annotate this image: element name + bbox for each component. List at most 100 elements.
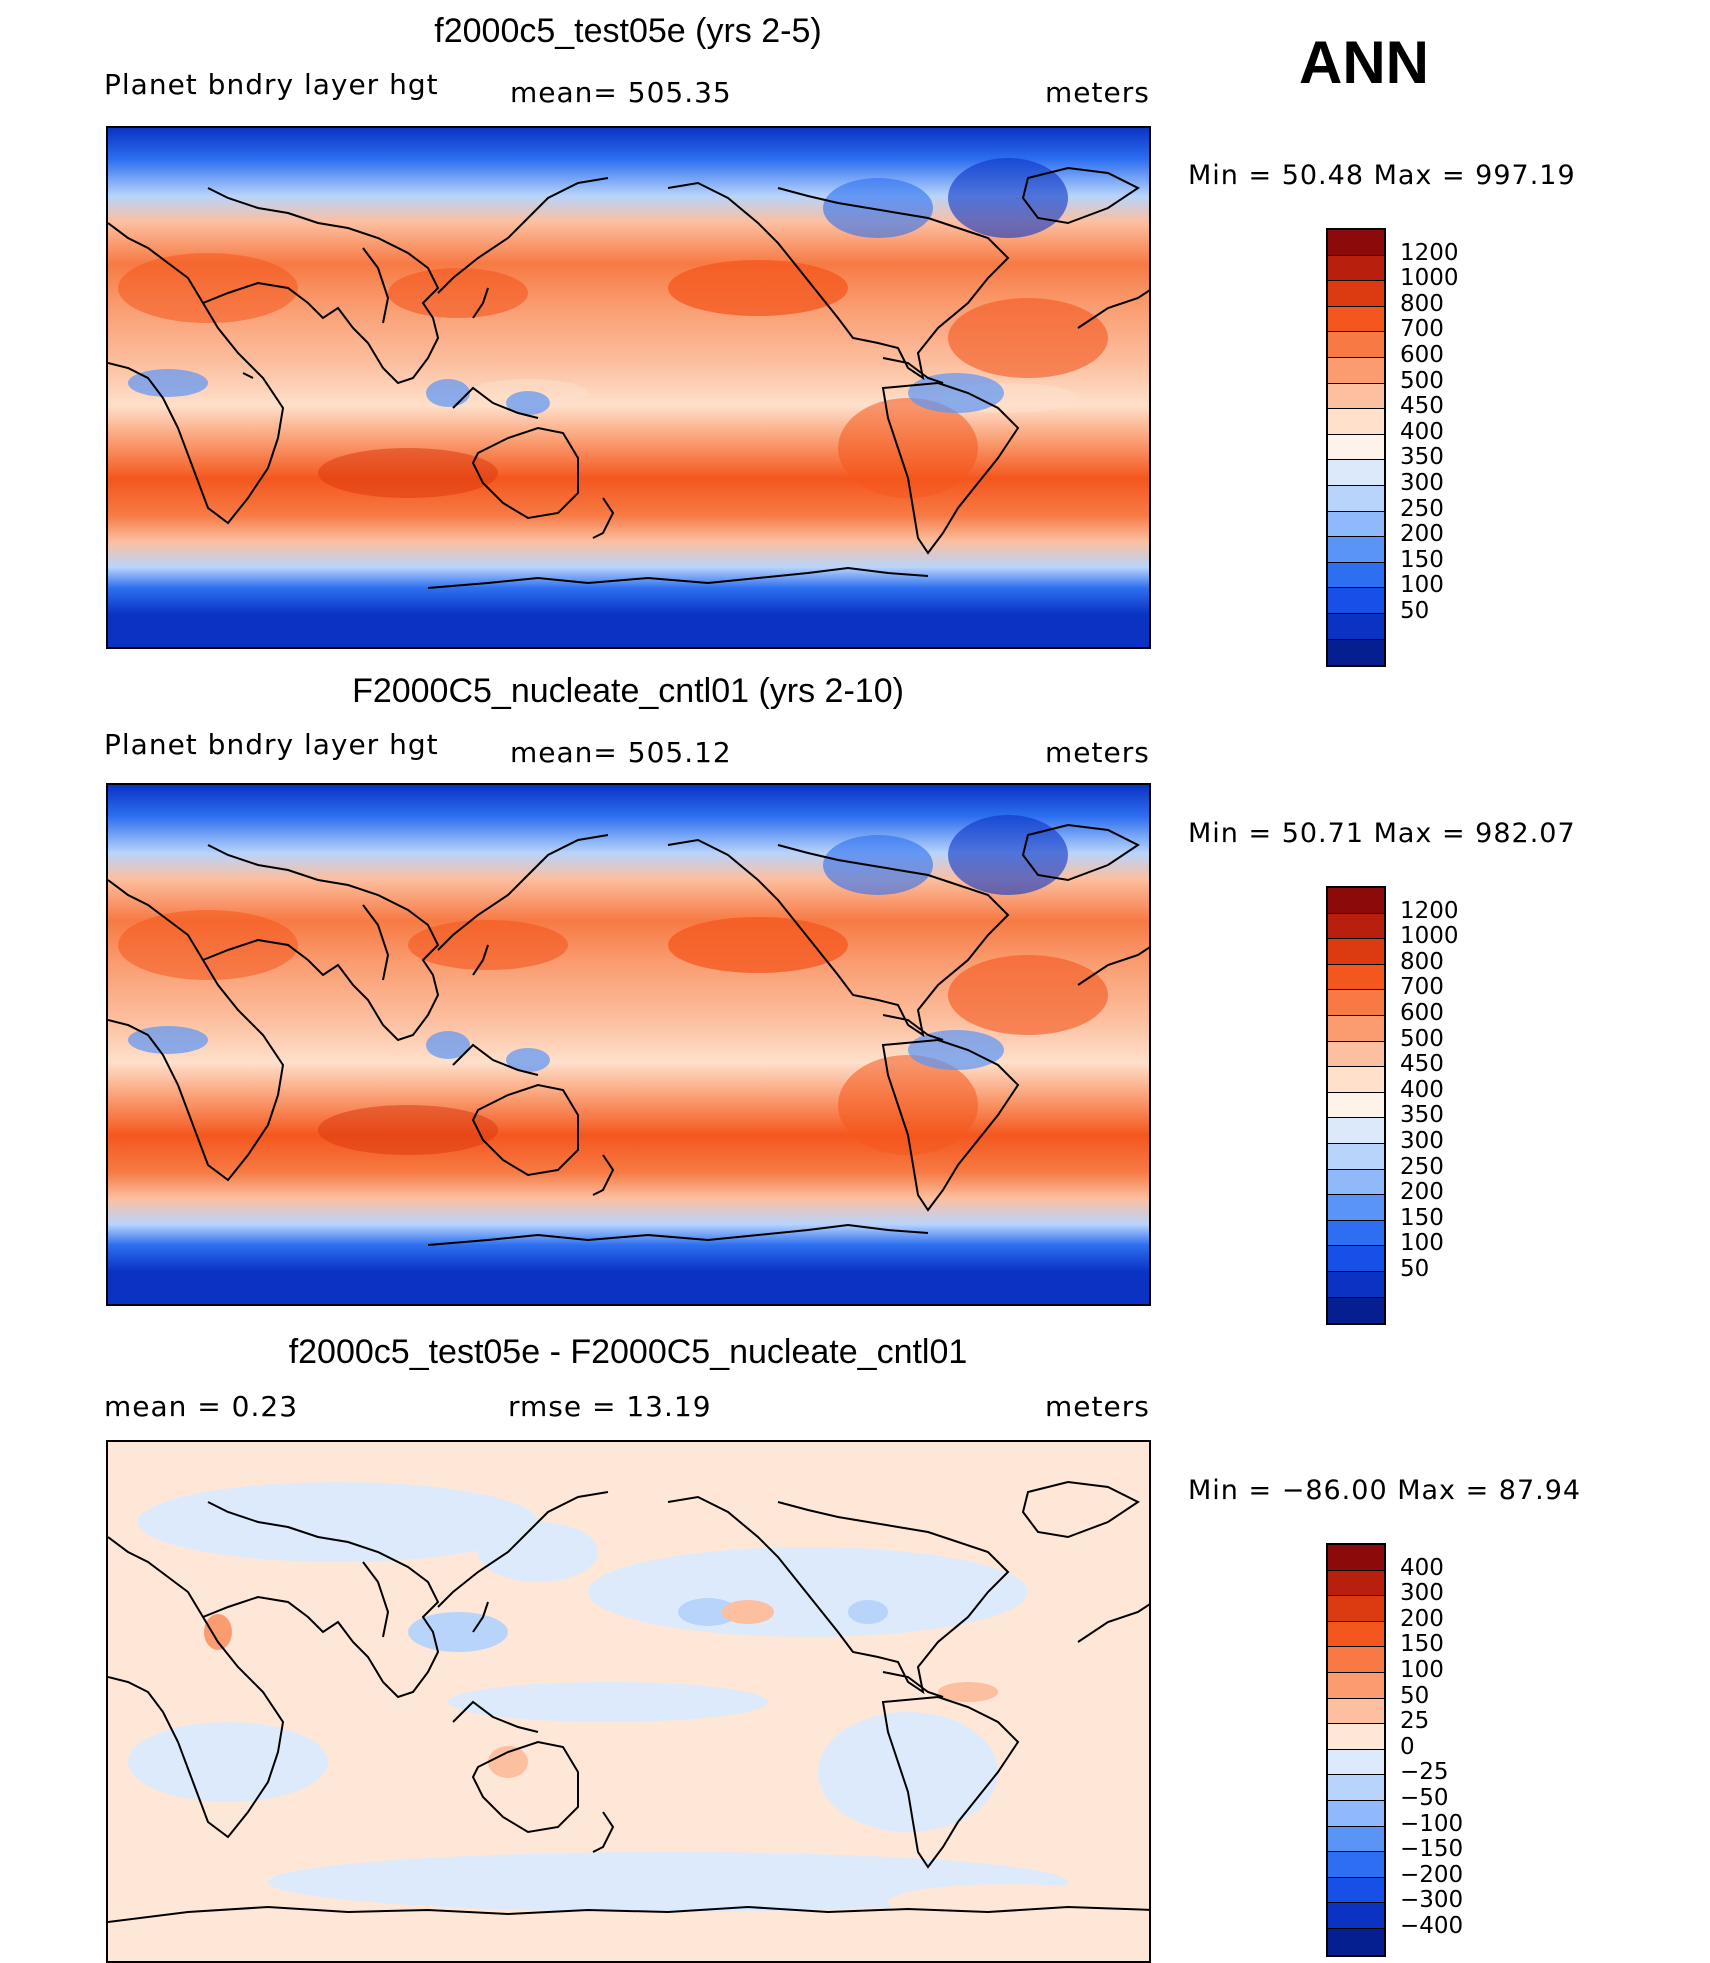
colorbar-swatch (1328, 990, 1384, 1016)
colorbar-tick-label: 800 (1400, 290, 1444, 317)
colorbar-tick-label: 150 (1400, 1204, 1444, 1231)
pbl-height-map (108, 128, 1149, 647)
colorbar-swatch (1328, 588, 1384, 614)
colorbar-tick-label: 500 (1400, 367, 1444, 394)
colorbar-tick-label: 450 (1400, 1051, 1444, 1078)
colorbar-tick-label: 150 (1400, 1631, 1444, 1658)
colorbar-swatch (1328, 1246, 1384, 1272)
panel-2-map (106, 783, 1151, 1306)
colorbar-tick-label: 300 (1400, 1580, 1444, 1607)
colorbar-tick-label: 200 (1400, 1179, 1444, 1206)
panel-2-units: meters (1045, 736, 1150, 769)
colorbar-swatch (1328, 1195, 1384, 1221)
colorbar-swatch (1328, 1749, 1384, 1776)
colorbar-swatch (1328, 1903, 1384, 1929)
colorbar-swatch (1328, 1570, 1384, 1597)
pbl-height-map-control (108, 785, 1149, 1304)
colorbar-swatch (1328, 511, 1384, 538)
colorbar-tick-label: 450 (1400, 393, 1444, 420)
colorbar-swatch (1328, 1826, 1384, 1853)
colorbar-tick-label: 500 (1400, 1025, 1444, 1052)
colorbar-tick-label: −100 (1400, 1810, 1464, 1837)
colorbar-swatch (1328, 537, 1384, 563)
colorbar-swatch (1328, 1015, 1384, 1042)
colorbar-tick-label: −150 (1400, 1836, 1464, 1863)
panel-3-title: f2000c5_test05e - F2000C5_nucleate_cntl0… (288, 1333, 968, 1371)
panel-2-variable: Planet bndry layer hgt (104, 728, 439, 761)
colorbar-tick-label: −300 (1400, 1887, 1464, 1914)
colorbar-swatch (1328, 1877, 1384, 1904)
panel-3-rmse: rmse = 13.19 (508, 1390, 712, 1423)
colorbar-swatch (1328, 1724, 1384, 1750)
panel-2-mean: mean= 505.12 (510, 736, 732, 769)
colorbar-tick-label: 600 (1400, 342, 1444, 368)
colorbar-swatch (1328, 1118, 1384, 1144)
panel-1-minmax: Min = 50.48 Max = 997.19 (1188, 160, 1576, 191)
colorbar-tick-label: 50 (1400, 1256, 1430, 1282)
colorbar-tick-label: 50 (1400, 598, 1430, 624)
colorbar-swatch (1328, 383, 1384, 410)
colorbar-swatch (1328, 255, 1384, 282)
panel-1-title: f2000c5_test05e (yrs 2-5) (434, 12, 822, 50)
panel-3-mean: mean = 0.23 (104, 1390, 299, 1423)
colorbar-tick-label: −25 (1400, 1759, 1449, 1786)
colorbar-swatch (1328, 1041, 1384, 1068)
colorbar-tick-label: 250 (1400, 495, 1444, 522)
colorbar-tick-label: 1200 (1400, 897, 1459, 924)
colorbar-tick-label: 100 (1400, 1657, 1444, 1683)
panel-2-minmax: Min = 50.71 Max = 982.07 (1188, 818, 1576, 849)
panel-1-variable: Planet bndry layer hgt (104, 68, 439, 101)
colorbar-swatch (1328, 409, 1384, 435)
colorbar-swatch (1328, 913, 1384, 940)
colorbar-swatch (1328, 613, 1384, 640)
colorbar-swatch (1328, 1271, 1384, 1298)
colorbar-tick-label: 300 (1400, 470, 1444, 496)
panel-1-map (106, 126, 1151, 649)
colorbar-swatch (1328, 460, 1384, 486)
colorbar-swatch (1328, 306, 1384, 333)
colorbar-swatch (1328, 230, 1384, 256)
panel-2-colorbar (1326, 886, 1386, 1326)
panel-3-colorbar (1326, 1543, 1386, 1957)
colorbar-tick-label: 800 (1400, 948, 1444, 975)
colorbar-swatch (1328, 1169, 1384, 1196)
colorbar-tick-label: 200 (1400, 1605, 1444, 1632)
colorbar-swatch (1328, 1852, 1384, 1878)
colorbar-swatch (1328, 357, 1384, 384)
colorbar-swatch (1328, 1775, 1384, 1801)
colorbar-swatch (1328, 1220, 1384, 1247)
colorbar-tick-label: 100 (1400, 572, 1444, 599)
colorbar-tick-label: 700 (1400, 316, 1444, 343)
colorbar-tick-label: 400 (1400, 1076, 1444, 1103)
colorbar-swatch (1328, 281, 1384, 307)
panel-1-units: meters (1045, 76, 1150, 109)
colorbar-tick-label: 100 (1400, 1230, 1444, 1257)
colorbar-tick-label: 350 (1400, 1102, 1444, 1129)
colorbar-tick-label: 50 (1400, 1682, 1430, 1709)
panel-2-title: F2000C5_nucleate_cntl01 (yrs 2-10) (352, 672, 904, 710)
colorbar-swatch (1328, 1698, 1384, 1725)
colorbar-tick-label: 400 (1400, 418, 1444, 445)
colorbar-swatch (1328, 332, 1384, 358)
colorbar-tick-label: 400 (1400, 1554, 1444, 1581)
colorbar-swatch (1328, 1928, 1384, 1955)
colorbar-tick-label: 1200 (1400, 239, 1459, 266)
colorbar-swatch (1328, 1647, 1384, 1673)
panel-3-minmax: Min = −86.00 Max = 87.94 (1188, 1475, 1582, 1506)
colorbar-tick-label: 25 (1400, 1708, 1430, 1735)
colorbar-tick-label: −200 (1400, 1861, 1464, 1888)
colorbar-swatch (1328, 485, 1384, 512)
colorbar-swatch (1328, 1621, 1384, 1648)
panel-1-colorbar (1326, 228, 1386, 668)
colorbar-swatch (1328, 964, 1384, 991)
colorbar-swatch (1328, 434, 1384, 461)
colorbar-swatch (1328, 1800, 1384, 1827)
pbl-height-difference-map (108, 1442, 1149, 1961)
colorbar-swatch (1328, 562, 1384, 589)
colorbar-swatch (1328, 1672, 1384, 1699)
colorbar-tick-label: −50 (1400, 1785, 1449, 1811)
colorbar-tick-label: 350 (1400, 444, 1444, 471)
colorbar-swatch (1328, 1067, 1384, 1093)
colorbar-swatch (1328, 1143, 1384, 1170)
colorbar-tick-label: 1000 (1400, 923, 1459, 950)
